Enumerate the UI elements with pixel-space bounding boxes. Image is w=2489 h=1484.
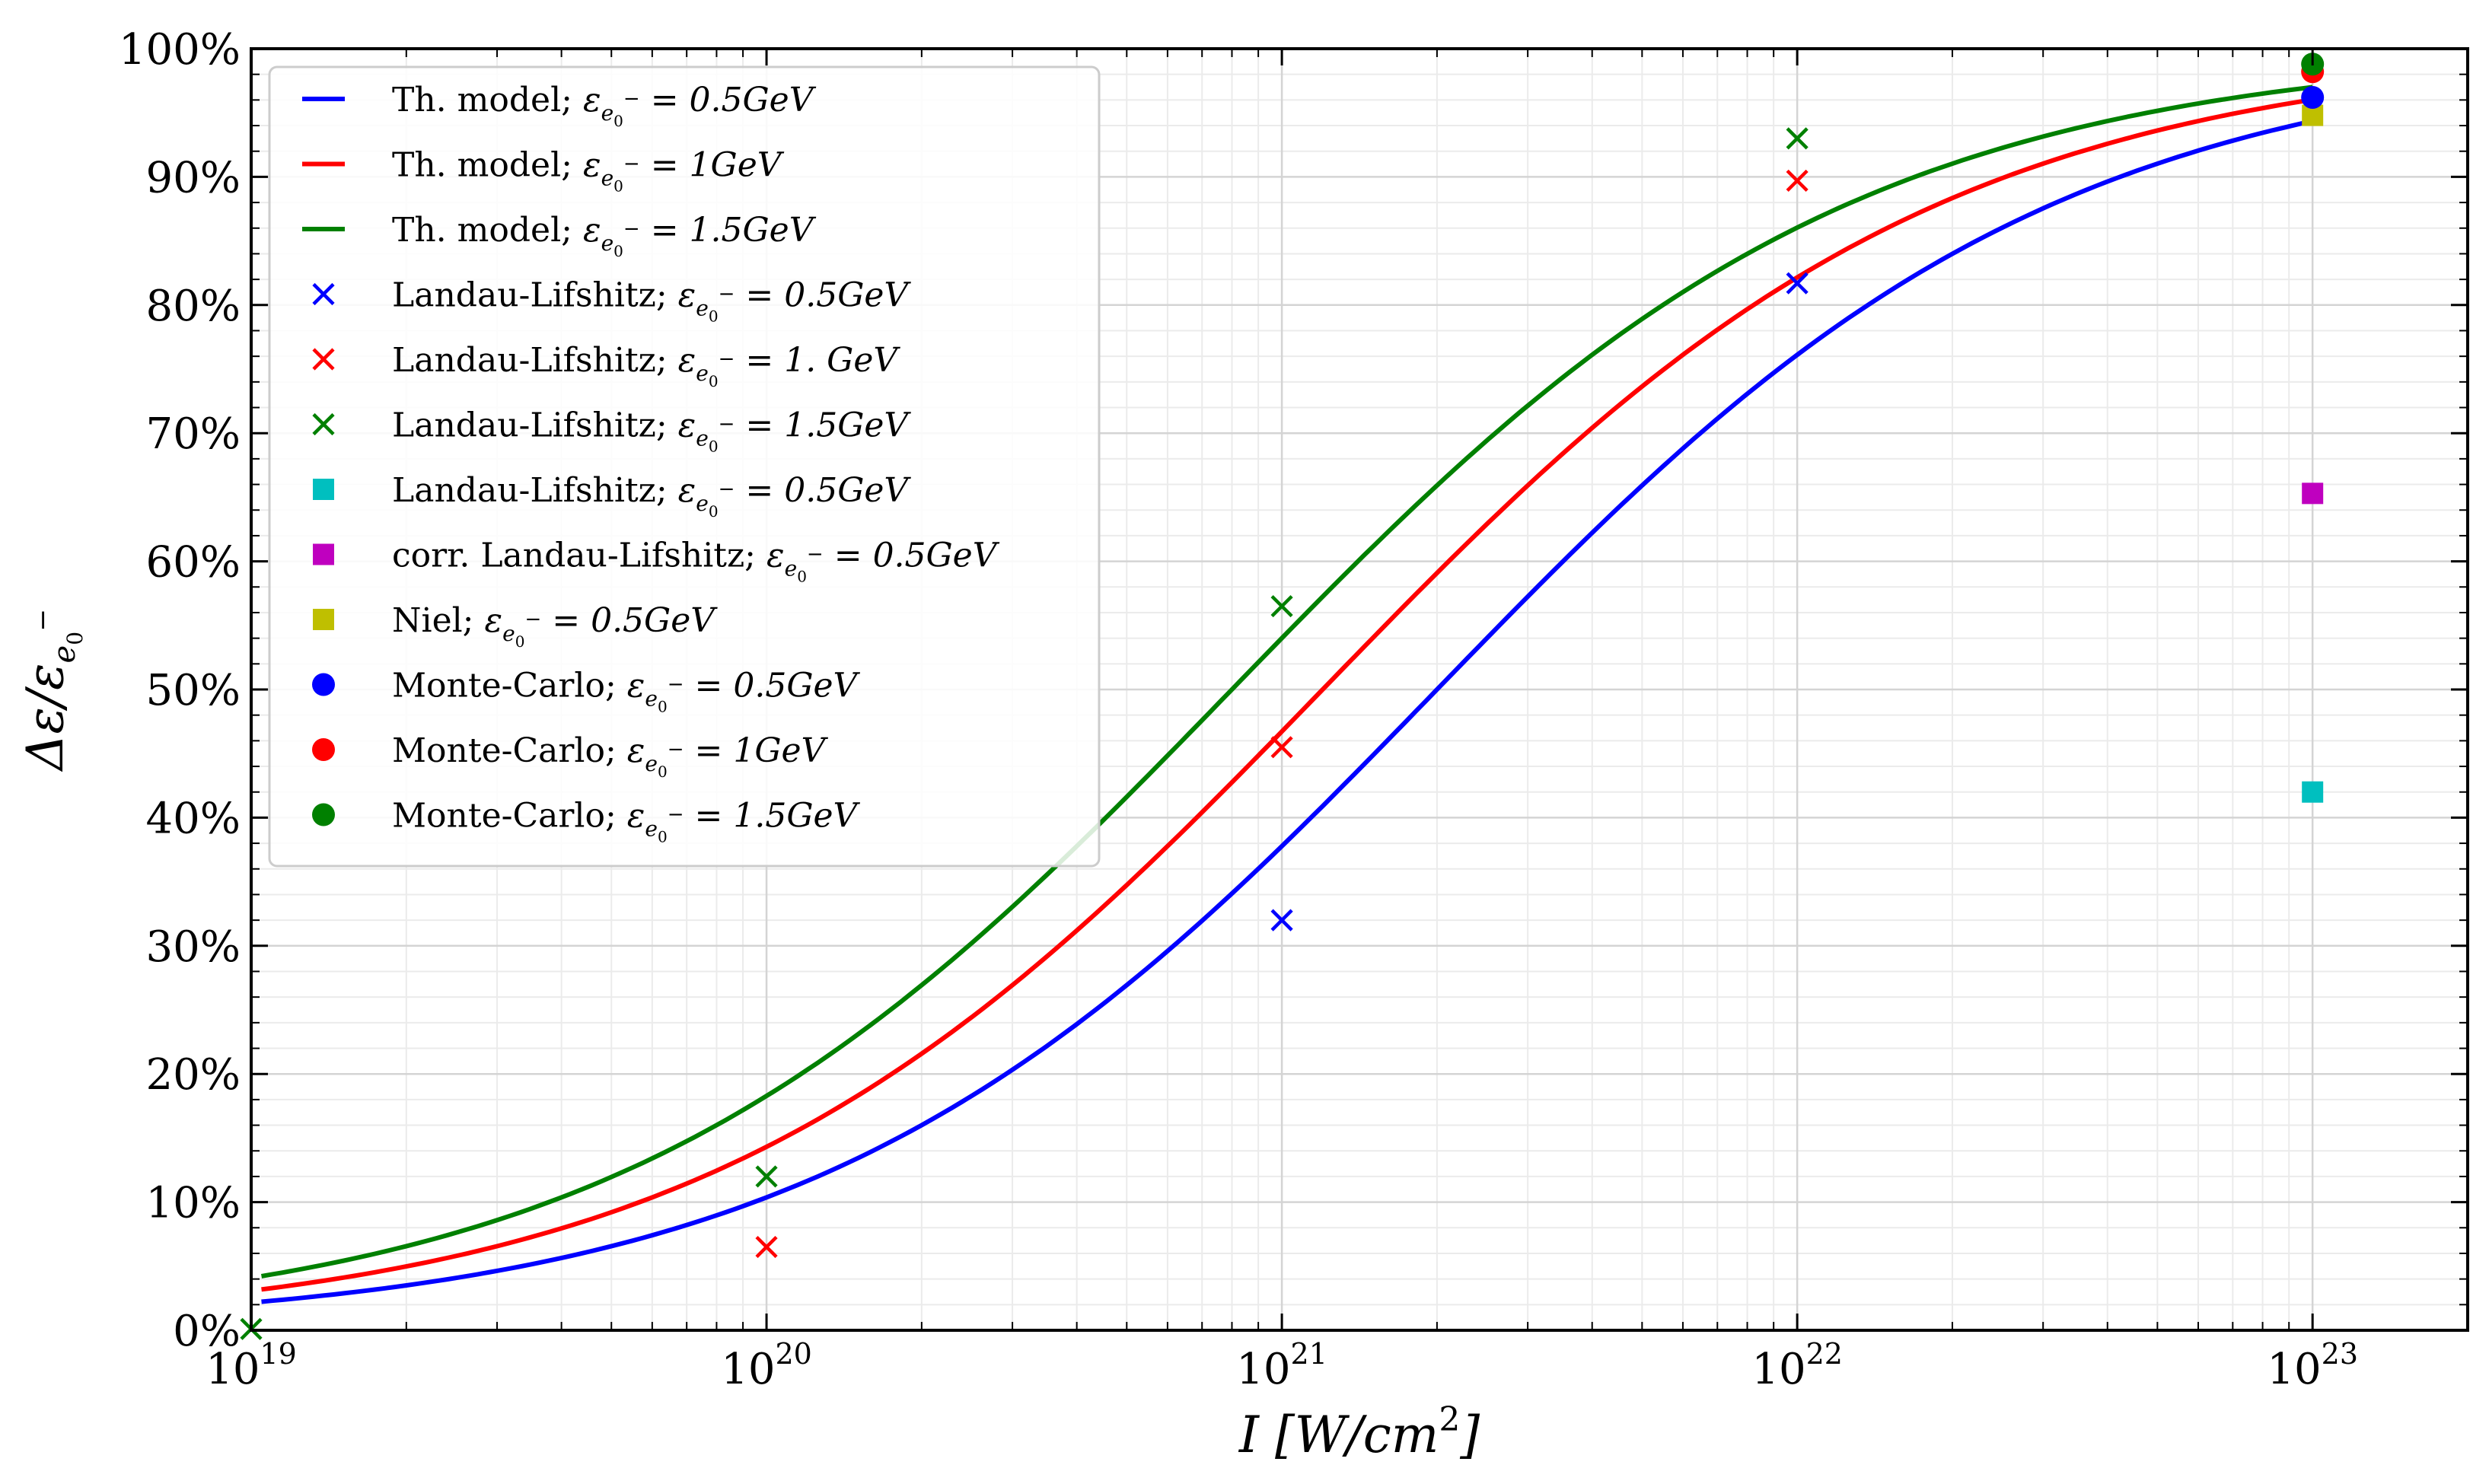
- x-tick-label: 1022: [1751, 1337, 1843, 1394]
- marker-stroke: [312, 348, 335, 371]
- legend-item: Landau-Lifshitz; εe0− = 1.5GeV: [312, 406, 911, 456]
- x-tick-label: 1023: [2267, 1337, 2358, 1394]
- model-curve: [261, 97, 2313, 1292]
- marker-stroke: [1786, 272, 1809, 295]
- data-markers: [240, 53, 2325, 1340]
- legend-label: Th. model; εe0− = 0.5GeV: [392, 81, 817, 130]
- y-tick-label: 80%: [146, 282, 241, 331]
- x-tick-label: 1019: [206, 1337, 297, 1394]
- legend-item: Landau-Lifshitz; εe0− = 0.5GeV: [313, 471, 911, 521]
- y-tick-label: 60%: [146, 538, 241, 588]
- legend-item: Th. model; εe0− = 1.5GeV: [302, 211, 817, 260]
- data-point: [755, 1165, 778, 1188]
- marker-stroke: [1786, 127, 1809, 150]
- y-tick-label: 30%: [146, 922, 241, 972]
- legend-item: Landau-Lifshitz; εe0− = 1. GeV: [312, 341, 900, 390]
- legend-item: corr. Landau-Lifshitz; εe0− = 0.5GeV: [313, 537, 1000, 586]
- data-point: [1786, 169, 1809, 193]
- y-tick-label: 0%: [173, 1307, 241, 1356]
- marker-stroke: [1270, 909, 1293, 931]
- legend-item: Niel; εe0− = 0.5GeV: [313, 601, 718, 651]
- data-point: [2301, 85, 2325, 109]
- data-point: [1270, 736, 1293, 759]
- legend-item: Monte-Carlo; εe0− = 1GeV: [312, 731, 829, 781]
- y-tick-label: 40%: [146, 794, 241, 843]
- y-tick-label: 100%: [119, 25, 241, 75]
- legend-marker: [312, 412, 335, 436]
- legend-marker: [312, 282, 335, 306]
- marker-stroke: [755, 1165, 778, 1188]
- legend-label: Landau-Lifshitz; εe0− = 1. GeV: [392, 341, 900, 390]
- data-point: [755, 1235, 778, 1259]
- legend-marker: [312, 673, 335, 696]
- legend-marker: [312, 738, 335, 761]
- model-curve: [260, 84, 2313, 1279]
- legend-marker: [313, 609, 334, 630]
- y-tick-label: 70%: [146, 409, 241, 459]
- legend-item: Landau-Lifshitz; εe0− = 0.5GeV: [312, 276, 911, 326]
- legend-item: Monte-Carlo; εe0− = 1.5GeV: [312, 797, 861, 846]
- marker-stroke: [312, 282, 335, 306]
- x-tick-label: 1021: [1236, 1337, 1327, 1394]
- legend-item: Th. model; εe0− = 1GeV: [302, 146, 785, 196]
- legend-label: Th. model; εe0− = 1.5GeV: [392, 211, 817, 260]
- data-point: [1786, 272, 1809, 295]
- y-tick-label: 20%: [146, 1050, 241, 1100]
- marker-stroke: [1270, 736, 1293, 759]
- data-point: [1270, 909, 1293, 931]
- y-axis-label: Δε/εe0−: [16, 609, 88, 772]
- legend-item: Monte-Carlo; εe0− = 0.5GeV: [312, 667, 861, 716]
- marker-stroke: [1786, 169, 1809, 193]
- legend: Th. model; εe0− = 0.5GeV Th. model; εe0− …: [268, 65, 1101, 868]
- y-tick-label: 90%: [146, 153, 241, 202]
- model-curves: [260, 84, 2313, 1304]
- data-point: [1786, 127, 1809, 150]
- marker-stroke: [1270, 594, 1293, 618]
- data-point: [2302, 482, 2324, 505]
- legend-label: corr. Landau-Lifshitz; εe0− = 0.5GeV: [392, 537, 1000, 586]
- legend-label: Th. model; εe0− = 1GeV: [392, 146, 785, 196]
- data-point: [2302, 781, 2324, 803]
- legend-label: Landau-Lifshitz; εe0− = 1.5GeV: [392, 406, 911, 456]
- legend-label: Monte-Carlo; εe0− = 1.5GeV: [392, 797, 861, 846]
- legend-box: [268, 65, 1101, 868]
- y-tick-label: 50%: [146, 666, 241, 715]
- legend-label: Niel; εe0− = 0.5GeV: [392, 601, 718, 651]
- legend-label: Landau-Lifshitz; εe0− = 0.5GeV: [392, 276, 911, 326]
- axis-ticks: 0% 10% 20% 30% 40% 50% 60% 70% 80% 90% 100% 1019 102…: [119, 25, 2468, 1394]
- x-axis-label: I [W/cm2]: [1238, 1400, 1480, 1464]
- legend-marker: [312, 348, 335, 371]
- legend-item: Th. model; εe0− = 0.5GeV: [302, 81, 817, 130]
- y-tick-label: 10%: [146, 1179, 241, 1228]
- legend-label: Monte-Carlo; εe0− = 1GeV: [392, 731, 829, 781]
- legend-label: Monte-Carlo; εe0− = 0.5GeV: [392, 667, 861, 716]
- data-point: [1270, 594, 1293, 618]
- model-curve: [261, 119, 2313, 1304]
- marker-stroke: [755, 1235, 778, 1259]
- legend-label: Landau-Lifshitz; εe0− = 0.5GeV: [392, 471, 911, 521]
- legend-marker: [313, 543, 334, 565]
- x-tick-label: 1020: [721, 1337, 812, 1394]
- marker-stroke: [312, 412, 335, 436]
- legend-marker: [312, 803, 335, 826]
- legend-marker: [313, 479, 334, 500]
